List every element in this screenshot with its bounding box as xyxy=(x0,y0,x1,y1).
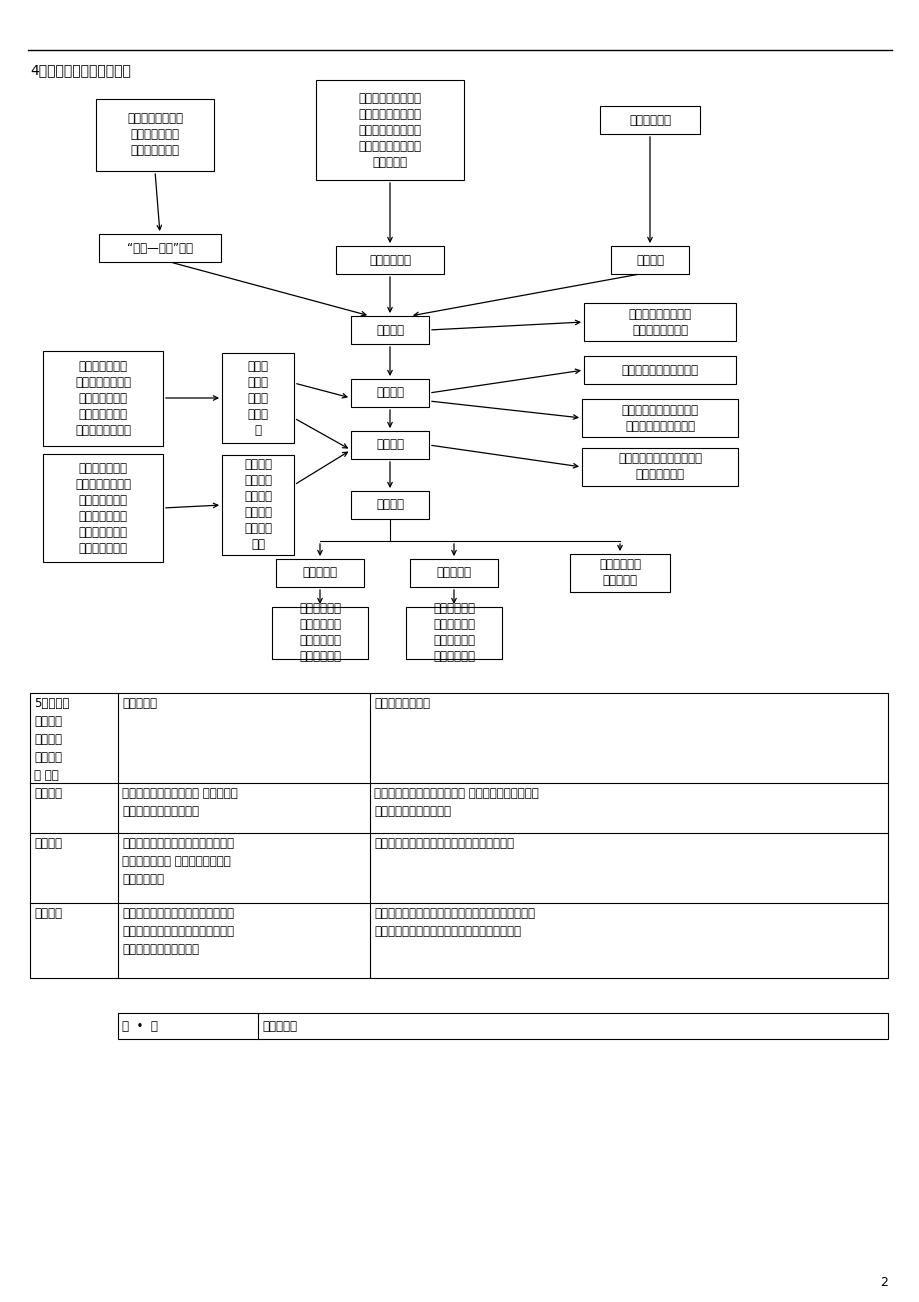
Bar xyxy=(272,607,368,659)
Bar xyxy=(43,350,163,445)
Text: 煤炭丰富；离铁矿区较近 水源充沛；
水陆交通便利；市场广阔: 煤炭丰富；离铁矿区较近 水源充沛； 水陆交通便利；市场广阔 xyxy=(122,786,237,818)
Bar xyxy=(335,246,444,273)
Text: 治理措施: 治理措施 xyxy=(34,907,62,921)
Text: 地理空间联系: 地理空间联系 xyxy=(369,254,411,267)
Text: 美国东北部、
英国中部、德
国鲁尔区、我
国辽中南地区: 美国东北部、 英国中部、德 国鲁尔区、我 国辽中南地区 xyxy=(299,603,341,664)
Text: 共享基础设施和公共服务: 共享基础设施和公共服务 xyxy=(621,363,698,376)
Text: 计算机网络等: 计算机网络等 xyxy=(629,113,670,126)
Bar xyxy=(584,303,735,341)
Text: 大量劳动
密集型产
业由发达
国家转移
到发展中
国家: 大量劳动 密集型产 业由发达 国家转移 到发展中 国家 xyxy=(244,458,272,552)
Bar xyxy=(221,454,294,555)
Text: 存在问题: 存在问题 xyxy=(34,837,62,850)
Text: 问  •  题: 问 • 题 xyxy=(122,1019,158,1032)
Bar xyxy=(43,454,163,562)
Bar xyxy=(405,607,502,659)
Text: 扩大煤炭开采量；发展交通，提高晋煤外运能力；加
强煤炭的加工转换，调整产业结构，延长产业链: 扩大煤炭开采量；发展交通，提高晋煤外运能力；加 强煤炭的加工转换，调整产业结构，… xyxy=(374,907,535,937)
Bar xyxy=(315,79,463,180)
Text: 工业联系: 工业联系 xyxy=(376,323,403,336)
Text: 我国开发区和
专业化地区: 我国开发区和 专业化地区 xyxy=(598,559,641,587)
Text: 开发条件: 开发条件 xyxy=(34,786,62,799)
Bar xyxy=(351,316,428,344)
Text: 工业转移: 工业转移 xyxy=(376,439,403,452)
Text: 煤炭资源丰富，开发条件好； 市场广阔；位置适中，
交通较便利；但水源不足: 煤炭资源丰富，开发条件好； 市场广阔；位置适中， 交通较便利；但水源不足 xyxy=(374,786,539,818)
Text: 山西能源基地建设: 山西能源基地建设 xyxy=(374,697,429,710)
Text: 原因或影响: 原因或影响 xyxy=(262,1019,297,1032)
Text: 节约运输成本，降低能量
消耗，集中处理废弃物: 节约运输成本，降低能量 消耗，集中处理废弃物 xyxy=(621,404,698,432)
Text: 工业布
局表现
出明显
的趋向
性: 工业布 局表现 出明显 的趋向 性 xyxy=(247,359,268,436)
Bar xyxy=(221,353,294,443)
Bar xyxy=(351,379,428,408)
Text: 5、对比山
西能源基
地建设和
德国鲁尔
区 项目: 5、对比山 西能源基 地建设和 德国鲁尔 区 项目 xyxy=(34,697,69,783)
Text: 传统工业区: 传统工业区 xyxy=(302,566,337,579)
Bar xyxy=(582,398,737,437)
Bar xyxy=(351,431,428,460)
Bar xyxy=(276,559,364,587)
Text: 信息联系: 信息联系 xyxy=(635,254,664,267)
Text: 发达国家维护着对高
端产品的垃断地位: 发达国家维护着对高 端产品的垃断地位 xyxy=(628,307,691,336)
Text: 生产链分散到世界不
同地方，形成全球生
产系统；生产链集中
在同一区域，形成地
方生产系统: 生产链分散到世界不 同地方，形成全球生 产系统；生产链集中 在同一区域，形成地 … xyxy=(358,91,421,168)
Text: 各地区的资源供
给、劳动力素质、
工资水平、市场
需求、环境容量
不同，且不断变化: 各地区的资源供 给、劳动力素质、 工资水平、市场 需求、环境容量 不同，且不断变… xyxy=(75,359,130,436)
Text: 4、工业联系形成工业地域: 4、工业联系形成工业地域 xyxy=(30,62,130,77)
Bar xyxy=(570,553,669,592)
Text: 德国鲁尔区: 德国鲁尔区 xyxy=(122,697,157,710)
Text: 2: 2 xyxy=(879,1276,887,1289)
Text: 调整产业结构；调整工业布局；发展
科技，繁荣经济，建立发达的交通网
络；消除污染，美化环境: 调整产业结构；调整工业布局；发展 科技，繁荣经济，建立发达的交通网 络；消除污染… xyxy=(122,907,233,956)
Text: 工业集聚: 工业集聚 xyxy=(376,387,403,400)
Bar xyxy=(410,559,497,587)
Text: 生产结构单一；煤炭的能源地位下降
世界性钐铁过剂 新技术革命的冲击
环境污染严重: 生产结构单一；煤炭的能源地位下降 世界性钐铁过剂 新技术革命的冲击 环境污染严重 xyxy=(122,837,233,885)
Text: 新兴工业区: 新兴工业区 xyxy=(436,566,471,579)
Text: 开展协作，促进技术创新，
提高资源利用率: 开展协作，促进技术创新， 提高资源利用率 xyxy=(618,453,701,482)
Bar xyxy=(351,491,428,519)
Bar xyxy=(96,99,214,171)
Text: 原料投入、生产活
动和产品产出组
成工业生产系统: 原料投入、生产活 动和产品产出组 成工业生产系统 xyxy=(127,112,183,158)
Bar xyxy=(118,1013,887,1039)
Bar xyxy=(582,448,737,486)
Text: 美国硅谷、日
本九州岛、印
度班加罗尔、
意大利东北部: 美国硅谷、日 本九州岛、印 度班加罗尔、 意大利东北部 xyxy=(433,603,474,664)
Bar xyxy=(99,234,221,262)
Bar xyxy=(584,355,735,384)
Bar xyxy=(599,105,699,134)
Bar xyxy=(30,693,887,978)
Text: 发达国家工资水
平提高；传统工业
区环境压力日益
沉重；发展中国
家基础设施和投
资环境明显改善: 发达国家工资水 平提高；传统工业 区环境压力日益 沉重；发展中国 家基础设施和投… xyxy=(75,461,130,555)
Text: 工业区域: 工业区域 xyxy=(376,499,403,512)
Bar xyxy=(610,246,688,273)
Text: 生产结构单一；煤炭运力不足；环境污染严重: 生产结构单一；煤炭运力不足；环境污染严重 xyxy=(374,837,514,850)
Text: “投入—产出”联系: “投入—产出”联系 xyxy=(127,241,193,254)
